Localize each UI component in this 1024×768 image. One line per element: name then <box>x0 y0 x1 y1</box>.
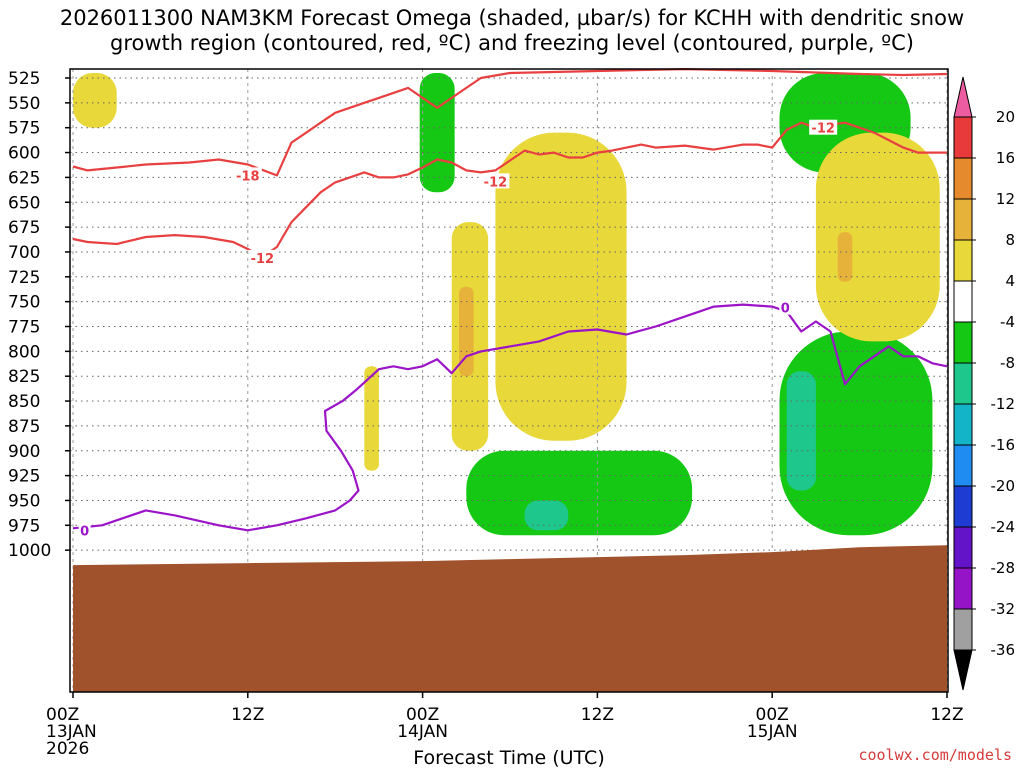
colorbar-box-10 <box>953 526 973 569</box>
y-tick-label-550: 550 <box>8 94 40 114</box>
credit-text: coolwx.com/models <box>858 746 1012 764</box>
colorbar-box-0 <box>953 116 973 159</box>
y-tick-label-700: 700 <box>8 243 40 263</box>
colorbar-bottom-triangle <box>953 649 973 691</box>
colorbar-label-1: 16 <box>996 149 1015 167</box>
colorbar-label-11: -28 <box>991 559 1016 577</box>
contour-label-bg-0 <box>233 167 262 183</box>
contour-label-bg-4 <box>78 522 91 538</box>
y-tick-label-575: 575 <box>8 119 40 139</box>
x-tick-label-0: 00Z <box>46 705 79 725</box>
omega-region-3 <box>779 331 933 536</box>
x-tick-date-0: 13JAN <box>46 722 97 742</box>
omega-region-12 <box>837 232 853 282</box>
colorbar-top-triangle <box>953 76 973 118</box>
colorbar-box-8 <box>953 444 973 487</box>
colorbar-label-5: -4 <box>1000 313 1015 331</box>
contour-line-0 <box>72 67 948 177</box>
y-tick-label-975: 975 <box>8 516 40 536</box>
colorbar-box-9 <box>953 485 973 528</box>
y-tick-label-1000: 1000 <box>8 541 51 561</box>
y-tick-label-525: 525 <box>8 69 40 89</box>
colorbar-box-2 <box>953 198 973 241</box>
y-tick-label-850: 850 <box>8 392 40 412</box>
x-tick-label-3: 12Z <box>581 705 614 725</box>
colorbar-box-7 <box>953 403 973 446</box>
omega-region-6 <box>73 73 117 128</box>
contour-label-0: -18 <box>236 169 260 184</box>
contour-label-3: -12 <box>811 122 835 137</box>
colorbar-box-3 <box>953 239 973 282</box>
x-tick-date-2: 14JAN <box>397 722 448 742</box>
x-tick-label-5: 12Z <box>930 705 963 725</box>
contour-label-bg-2 <box>481 173 510 189</box>
colorbar-label-8: -16 <box>991 436 1016 454</box>
y-tick-label-625: 625 <box>8 168 40 188</box>
colorbar-box-6 <box>953 362 973 405</box>
contour-label-5: 0 <box>781 302 790 317</box>
contour-label-bg-3 <box>809 119 838 135</box>
omega-region-7 <box>364 366 379 471</box>
colorbar: 20 16 12 8 4 -4 -8 -12 -16 -20 -24 -28 -32 -36 <box>953 76 1016 691</box>
x-tick-label-2: 00Z <box>406 705 439 725</box>
colorbar-label-4: 4 <box>1005 272 1015 290</box>
plot-frame <box>69 68 949 693</box>
colorbar-label-3: 8 <box>1005 231 1015 249</box>
y-tick-label-600: 600 <box>8 144 40 164</box>
y-tick-label-825: 825 <box>8 367 40 387</box>
terrain-layer <box>73 545 947 692</box>
y-axis-ticks: 525 550 575 600 625 650 675 700 725 750 775 800 825 8… <box>8 69 70 561</box>
omega-region-0 <box>419 73 455 193</box>
y-tick-label-675: 675 <box>8 218 40 238</box>
colorbar-box-4 <box>953 280 973 323</box>
contour-label-1: -12 <box>251 252 275 267</box>
y-tick-label-950: 950 <box>8 491 40 511</box>
colorbar-box-12 <box>953 608 973 651</box>
y-tick-label-750: 750 <box>8 293 40 313</box>
colorbar-label-10: -24 <box>991 518 1016 536</box>
contour-label-2: -12 <box>484 175 508 190</box>
colorbar-label-12: -32 <box>991 600 1016 618</box>
terrain-ground <box>73 545 947 692</box>
y-tick-label-900: 900 <box>8 442 40 462</box>
omega-shading-layer <box>73 73 940 536</box>
x-tick-label-1: 12Z <box>231 705 264 725</box>
y-tick-label-925: 925 <box>8 467 40 487</box>
y-tick-label-800: 800 <box>8 342 40 362</box>
omega-region-1 <box>466 450 693 536</box>
omega-region-9 <box>495 132 627 441</box>
colorbar-label-13: -36 <box>991 641 1016 659</box>
colorbar-box-11 <box>953 567 973 610</box>
chart-title-line2: growth region (contoured, red, ºC) and f… <box>110 31 914 55</box>
omega-region-10 <box>815 132 940 342</box>
y-tick-label-775: 775 <box>8 318 40 338</box>
colorbar-label-6: -8 <box>1000 354 1015 372</box>
contour-label-bg-5 <box>779 299 792 315</box>
chart-title-line1: 2026011300 NAM3KM Forecast Omega (shaded… <box>60 6 964 30</box>
colorbar-box-1 <box>953 157 973 200</box>
y-tick-label-650: 650 <box>8 193 40 213</box>
contour-label-layer: -18 -12 -12 -12 0 0 <box>78 119 838 539</box>
contour-line-2 <box>72 303 948 532</box>
colorbar-label-2: 12 <box>996 190 1015 208</box>
y-tick-label-875: 875 <box>8 417 40 437</box>
x-tick-date-4: 15JAN <box>747 722 798 742</box>
omega-region-5 <box>786 371 816 491</box>
contour-label-4: 0 <box>80 524 89 539</box>
omega-region-11 <box>459 286 474 377</box>
colorbar-box-5 <box>953 321 973 364</box>
colorbar-label-7: -12 <box>991 395 1016 413</box>
colorbar-label-0: 20 <box>996 108 1015 126</box>
x-axis-title: Forecast Time (UTC) <box>413 747 604 768</box>
colorbar-label-9: -20 <box>991 477 1016 495</box>
omega-region-4 <box>524 500 569 531</box>
x-tick-label-4: 00Z <box>756 705 789 725</box>
x-tick-year-0: 2026 <box>46 739 89 759</box>
contour-label-bg-1 <box>248 249 277 265</box>
y-tick-label-725: 725 <box>8 268 40 288</box>
